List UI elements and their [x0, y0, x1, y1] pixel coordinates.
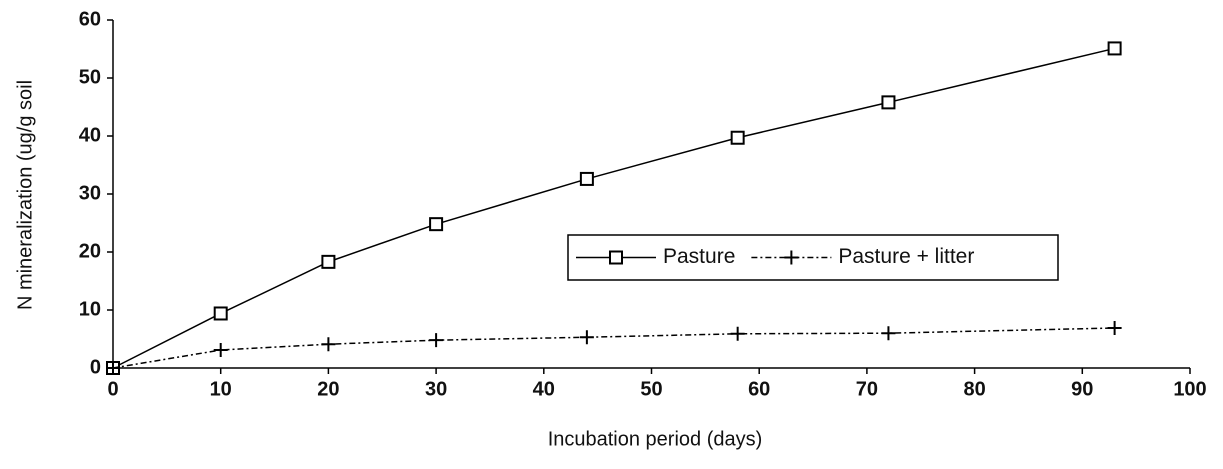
- x-tick-label: 70: [856, 378, 878, 400]
- y-tick-label: 20: [79, 240, 101, 262]
- legend-marker: [784, 250, 799, 265]
- x-tick-label: 90: [1071, 378, 1093, 400]
- x-tick-label: 40: [533, 378, 555, 400]
- legend-label: Pasture + litter: [838, 245, 974, 268]
- y-tick-label: 30: [79, 182, 101, 204]
- x-tick-label: 60: [748, 378, 770, 400]
- marker: [881, 95, 896, 110]
- y-tick-label: 60: [79, 8, 101, 30]
- marker: [730, 130, 745, 145]
- marker: [579, 330, 594, 345]
- series-line: [112, 327, 1115, 369]
- marker: [1107, 41, 1122, 56]
- marker: [881, 326, 896, 341]
- x-tick-label: 30: [425, 378, 447, 400]
- marker: [730, 326, 745, 341]
- marker: [579, 171, 594, 186]
- series-line: [112, 47, 1115, 369]
- x-tick-label: 50: [640, 378, 662, 400]
- x-axis-label: Incubation period (days): [548, 428, 763, 450]
- marker: [1107, 320, 1122, 335]
- x-tick-label: 100: [1173, 378, 1206, 400]
- marker: [213, 343, 228, 358]
- marker: [429, 333, 444, 348]
- x-tick-label: 80: [963, 378, 985, 400]
- y-tick-label: 40: [79, 124, 101, 146]
- marker: [429, 217, 444, 232]
- y-axis-label: N mineralization (ug/g soil: [14, 80, 36, 310]
- legend-marker: [609, 250, 623, 265]
- x-tick-label: 10: [210, 378, 232, 400]
- y-tick-label: 0: [90, 356, 101, 378]
- x-tick-label: 20: [317, 378, 339, 400]
- marker: [321, 254, 336, 269]
- y-tick-label: 50: [79, 66, 101, 88]
- x-tick-label: 0: [107, 378, 118, 400]
- marker: [321, 337, 336, 352]
- marker: [213, 306, 228, 321]
- legend-label: Pasture: [663, 245, 735, 268]
- marker: [106, 361, 120, 375]
- y-tick-label: 10: [79, 298, 101, 320]
